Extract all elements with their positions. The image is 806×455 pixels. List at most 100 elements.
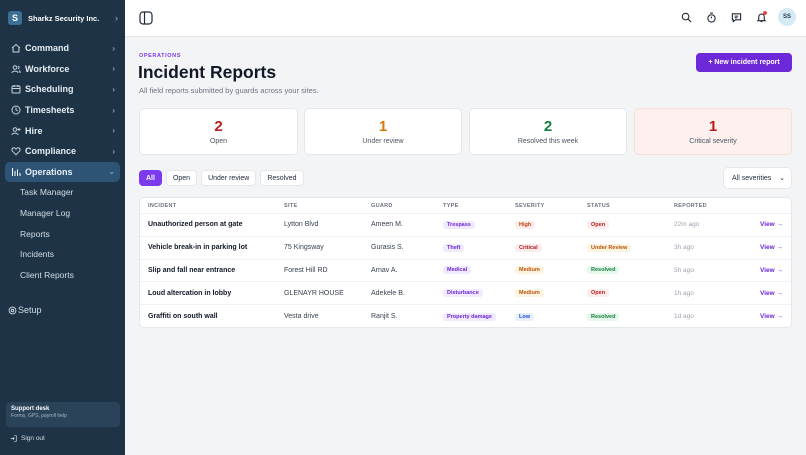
org-name: Sharkz Security Inc. <box>28 13 100 23</box>
table-row[interactable]: Graffiti on south wall Vesta drive Ranji… <box>140 305 791 327</box>
chevron-right-icon: › <box>112 105 115 115</box>
sign-out-label: Sign out <box>21 435 45 442</box>
timer-button[interactable] <box>703 9 719 25</box>
filter-resolved[interactable]: Resolved <box>260 170 304 186</box>
heart-icon <box>10 146 21 157</box>
type-badge: Trespass <box>443 220 475 229</box>
table-row[interactable]: Unauthorized person at gate Lytton Blvd … <box>140 214 791 237</box>
filter-open[interactable]: Open <box>165 170 198 186</box>
sidebar-item-compliance[interactable]: Compliance › <box>0 141 125 162</box>
view-link[interactable]: View → <box>759 221 783 229</box>
bell-icon <box>756 12 766 22</box>
column-header: GUARD <box>371 202 393 209</box>
severity-select[interactable]: All severities ⌄ <box>723 167 792 189</box>
reported-time: 1d ago <box>674 313 694 321</box>
sidebar-subitem-manager-log[interactable]: Manager Log <box>20 208 71 219</box>
view-link[interactable]: View → <box>759 266 783 274</box>
sidebar-item-workforce[interactable]: Workforce › <box>0 59 125 80</box>
status-badge: Resolved <box>587 266 620 275</box>
filter-under-review[interactable]: Under review <box>201 170 257 186</box>
view-link[interactable]: View → <box>759 244 783 252</box>
status-filter-group: All Open Under review Resolved <box>139 170 308 186</box>
chevron-down-icon: ⌄ <box>779 175 785 182</box>
sidebar-item-label: Workforce <box>25 63 70 74</box>
org-logo: S <box>8 11 22 25</box>
stat-card-resolved: 2 Resolved this week <box>469 108 627 155</box>
sidebar-subitem-reports[interactable]: Reports <box>20 228 50 239</box>
sidebar-item-setup[interactable]: Setup <box>8 305 42 315</box>
severity-badge: Medium <box>515 289 544 298</box>
sidebar-subitem-incidents[interactable]: Incidents <box>20 249 55 260</box>
calendar-icon <box>10 84 21 95</box>
house-icon <box>10 43 21 54</box>
incident-title: Graffiti on south wall <box>148 313 218 321</box>
bar-chart-icon <box>10 166 21 177</box>
sidebar-item-scheduling[interactable]: Scheduling › <box>0 79 125 100</box>
guard-cell: Ranjit S. <box>371 313 398 321</box>
sidebar-subitem-client-reports[interactable]: Client Reports <box>20 269 74 280</box>
reported-time: 22m ago <box>674 221 700 229</box>
status-badge: Under Review <box>587 243 632 252</box>
guard-cell: Adekele B. <box>371 289 405 297</box>
panel-toggle-icon <box>139 11 153 25</box>
guard-cell: Arnav A. <box>371 266 398 274</box>
reported-time: 1h ago <box>674 289 694 297</box>
avatar[interactable]: SS <box>778 8 796 26</box>
table-row[interactable]: Vehicle break-in in parking lot 75 Kings… <box>140 237 791 260</box>
reported-time: 5h ago <box>674 266 694 274</box>
new-incident-report-button[interactable]: + New incident report <box>696 53 792 72</box>
site-cell: Vesta drive <box>284 313 319 321</box>
sign-out-button[interactable]: Sign out <box>10 435 45 442</box>
chevron-down-icon: ⌄ <box>108 167 115 177</box>
status-badge: Open <box>587 289 610 298</box>
support-desk-card[interactable]: Support desk Forms, GPS, payroll help <box>6 402 120 427</box>
notifications-button[interactable] <box>753 9 769 25</box>
table-row[interactable]: Slip and fall near entrance Forest Hill … <box>140 260 791 283</box>
stat-label: Under review <box>362 138 404 145</box>
view-link[interactable]: View → <box>759 313 783 321</box>
sidebar-item-timesheets[interactable]: Timesheets › <box>0 100 125 121</box>
type-badge: Property damage <box>443 312 496 321</box>
site-cell: Lytton Blvd <box>284 221 319 229</box>
page-title: Incident Reports <box>138 62 277 82</box>
chevron-right-icon: › <box>112 64 115 74</box>
sidebar: S Sharkz Security Inc. › Command › Workf… <box>0 0 125 455</box>
site-cell: 75 Kingsway <box>284 244 324 252</box>
type-badge: Theft <box>443 243 465 252</box>
messages-button[interactable] <box>728 9 744 25</box>
site-cell: GLENAYR HOUSE <box>284 289 344 297</box>
table-row[interactable]: Loud altercation in lobby GLENAYR HOUSE … <box>140 282 791 306</box>
sidebar-item-operations[interactable]: Operations ⌄ <box>5 161 120 183</box>
sidebar-item-label: Command <box>25 43 70 54</box>
sidebar-nav: Command › Workforce › Scheduling › Times… <box>0 38 125 285</box>
chevron-right-icon: › <box>112 43 115 53</box>
sidebar-item-command[interactable]: Command › <box>0 38 125 59</box>
topbar: SS <box>125 0 806 37</box>
sidebar-toggle-button[interactable] <box>139 11 153 25</box>
severity-badge: High <box>515 220 536 229</box>
stat-value: 2 <box>214 118 223 135</box>
sign-out-icon <box>10 435 17 442</box>
stat-card-open: 2 Open <box>139 108 298 155</box>
column-header: SITE <box>284 202 298 209</box>
org-switcher[interactable]: S Sharkz Security Inc. › <box>8 9 118 27</box>
guard-cell: Ameen M. <box>371 221 403 229</box>
stat-card-critical: 1 Critical severity <box>634 108 792 155</box>
filter-all[interactable]: All <box>139 170 162 186</box>
sidebar-item-hire[interactable]: Hire › <box>0 120 125 141</box>
incident-title: Vehicle break-in in parking lot <box>148 244 248 252</box>
sidebar-subitem-task-manager[interactable]: Task Manager <box>20 187 74 198</box>
chevron-right-icon: › <box>115 13 118 23</box>
sidebar-item-label: Timesheets <box>25 105 75 116</box>
page-eyebrow: OPERATIONS <box>139 53 181 59</box>
chat-icon <box>731 12 741 23</box>
column-header: STATUS <box>587 202 610 209</box>
topbar-actions: SS <box>669 8 796 26</box>
search-button[interactable] <box>678 9 694 25</box>
stat-label: Resolved this week <box>517 138 579 145</box>
search-icon <box>681 12 691 22</box>
clock-icon <box>10 105 21 116</box>
table-header: INCIDENT SITE GUARD TYPE SEVERITY STATUS… <box>140 198 791 214</box>
status-badge: Open <box>587 220 610 229</box>
view-link[interactable]: View → <box>759 289 783 297</box>
